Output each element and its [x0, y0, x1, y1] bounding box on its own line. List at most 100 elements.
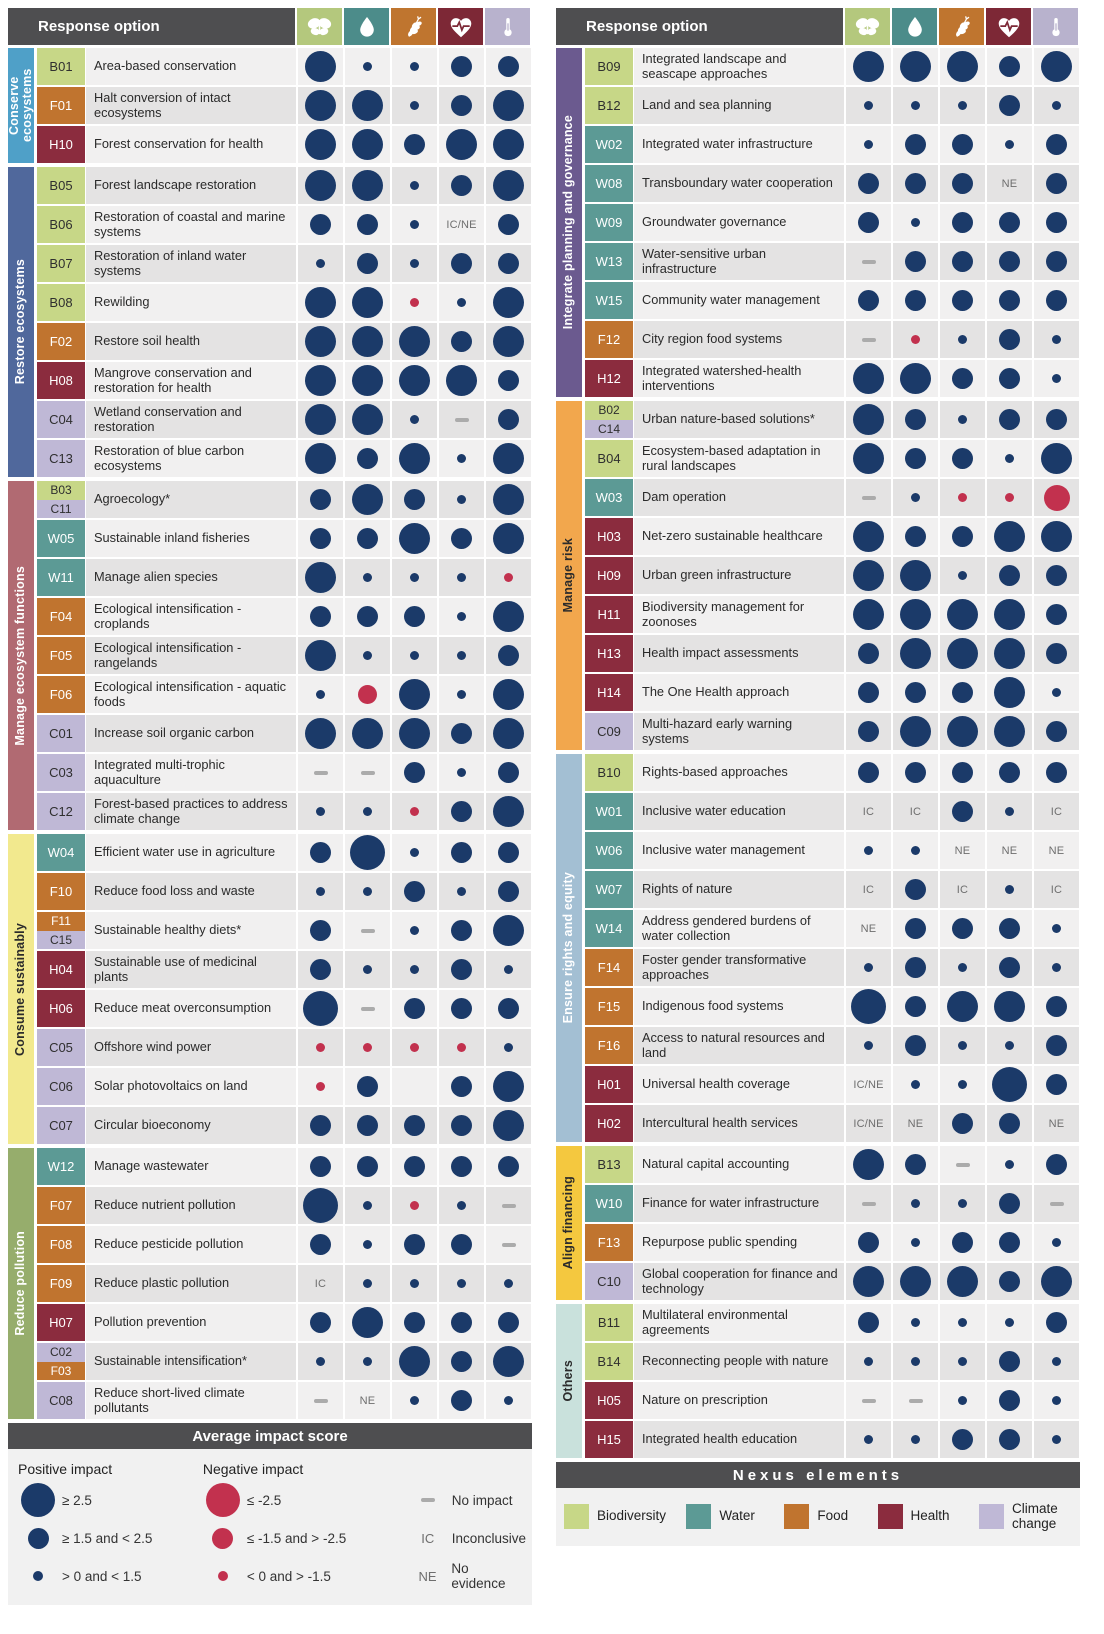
response-option-label: Reduce plastic pollution [86, 1265, 296, 1302]
impact-cell-food [940, 518, 985, 555]
inconclusive-marker: IC [314, 1277, 327, 1290]
impact-cell-food [392, 87, 437, 124]
impact-cell-health [987, 949, 1032, 986]
impact-legend-title: Average impact score [8, 1423, 532, 1449]
positive-impact-dot [357, 448, 378, 469]
impact-cell-biodiversity [298, 873, 343, 910]
impact-cells [298, 1148, 531, 1185]
impact-cell-health [987, 1224, 1032, 1261]
positive-impact-dot [911, 1435, 920, 1444]
impact-cell-health [987, 48, 1032, 85]
negative-large-dot [205, 1483, 240, 1517]
table-row: C05 Offshore wind power [37, 1029, 532, 1066]
impact-cell-water [345, 990, 390, 1027]
impact-cell-water [345, 1187, 390, 1224]
impact-cell-health [439, 1265, 484, 1302]
impact-cell-health [439, 481, 484, 518]
impact-cell-biodiversity [846, 1185, 891, 1222]
response-code-cell: B02 C14 [585, 401, 633, 438]
impact-cell-water [893, 1185, 938, 1222]
impact-cell-food [392, 990, 437, 1027]
legend-item-label: > 0 and < 1.5 [62, 1568, 142, 1584]
table-row: W12 Manage wastewater [37, 1148, 532, 1185]
positive-impact-dot [310, 489, 331, 510]
category-band: Manage ecosystem functions [8, 481, 34, 830]
impact-cell-health [987, 360, 1032, 397]
response-code: W01 [585, 793, 633, 830]
impact-cell-food [392, 1265, 437, 1302]
impact-cell-health [439, 1382, 484, 1419]
positive-impact-dot [305, 443, 336, 474]
positive-impact-dot [498, 842, 519, 863]
impact-cell-climate-change [486, 951, 531, 988]
response-code-cell: W04 [37, 834, 85, 871]
response-code-cell: W01 [585, 793, 633, 830]
positive-impact-dot [352, 326, 383, 357]
response-code-cell: F11 C15 [37, 912, 85, 949]
impact-cell-food [392, 1107, 437, 1144]
table-row: H08 Mangrove conservation and restoration… [37, 362, 532, 399]
positive-impact-dot [410, 415, 419, 424]
table-row: W02 Integrated water infrastructure [585, 126, 1080, 163]
table-row: F08 Reduce pesticide pollution [37, 1226, 532, 1263]
impact-cell-health [987, 440, 1032, 477]
response-option-label: Urban green infrastructure [634, 557, 844, 594]
positive-impact-dot [493, 523, 524, 554]
response-option-label: Nature on prescription [634, 1382, 844, 1419]
legend-item: ≥ 1.5 and < 2.5 [14, 1519, 199, 1557]
impact-cell-food [392, 559, 437, 596]
impact-cell-climate-change [1034, 282, 1079, 319]
positive-impact-dot [900, 363, 931, 394]
impact-cell-biodiversity [298, 1226, 343, 1263]
positive-impact-dot [1052, 688, 1061, 697]
no-impact-dash [1049, 1201, 1064, 1206]
response-code-cell: B09 [585, 48, 633, 85]
response-option-label: Wetland conservation and restoration [86, 401, 296, 438]
wheat-icon [950, 15, 974, 39]
positive-impact-dot [999, 565, 1020, 586]
positive-impact-dot [999, 1429, 1020, 1450]
impact-cell-climate-change [486, 126, 531, 163]
impact-cells [846, 557, 1079, 594]
response-option-label: Foster gender transformative approaches [634, 949, 844, 986]
table-row: H05 Nature on prescription [585, 1382, 1080, 1419]
response-option-label: Urban nature-based solutions* [634, 401, 844, 438]
no-impact-dash [360, 1006, 375, 1011]
response-code: F01 [37, 87, 85, 124]
impact-cells [846, 204, 1079, 241]
impact-cell-food [392, 1343, 437, 1380]
no-evidence-marker: NE [907, 1117, 924, 1130]
negative-impact-dot [911, 335, 920, 344]
positive-impact-dot [457, 1279, 466, 1288]
positive-impact-dot [498, 253, 519, 274]
positive-impact-dot [493, 287, 524, 318]
response-code: W14 [585, 910, 633, 947]
table-row: H10 Forest conservation for health [37, 126, 532, 163]
impact-cell-biodiversity [298, 245, 343, 282]
impact-cell-climate-change: NE [1034, 1105, 1079, 1142]
positive-impact-dot [399, 679, 430, 710]
positive-impact-dot [1046, 996, 1067, 1017]
positive-impact-dot [1005, 1318, 1014, 1327]
positive-impact-dot [493, 718, 524, 749]
impact-cell-food [940, 674, 985, 711]
impact-cell-climate-change [486, 1148, 531, 1185]
impact-cell-water [893, 321, 938, 358]
positive-impact-dot [1046, 1154, 1067, 1175]
table-row: H02 Intercultural health services IC/NE NE N… [585, 1105, 1080, 1142]
response-code-cell: W13 [585, 243, 633, 280]
response-option-label: Ecological intensification - croplands [86, 598, 296, 635]
table-row: B04 Ecosystem-based adaptation in rural l… [585, 440, 1080, 477]
impact-cell-climate-change [486, 715, 531, 752]
positive-impact-dot [363, 965, 372, 974]
category-label: Manage ecosystem functions [13, 565, 28, 746]
impact-cell-climate-change [1034, 713, 1079, 750]
nexus-legend-item: Water [686, 1504, 755, 1530]
impact-cells [298, 245, 531, 282]
impact-cell-climate-change [1034, 596, 1079, 633]
nexus-legend-item: Climate change [978, 1501, 1072, 1532]
response-code: W11 [37, 559, 85, 596]
impact-cells [298, 1068, 531, 1105]
nexus-column-icons [297, 8, 530, 45]
positive-impact-dot [911, 1318, 920, 1327]
